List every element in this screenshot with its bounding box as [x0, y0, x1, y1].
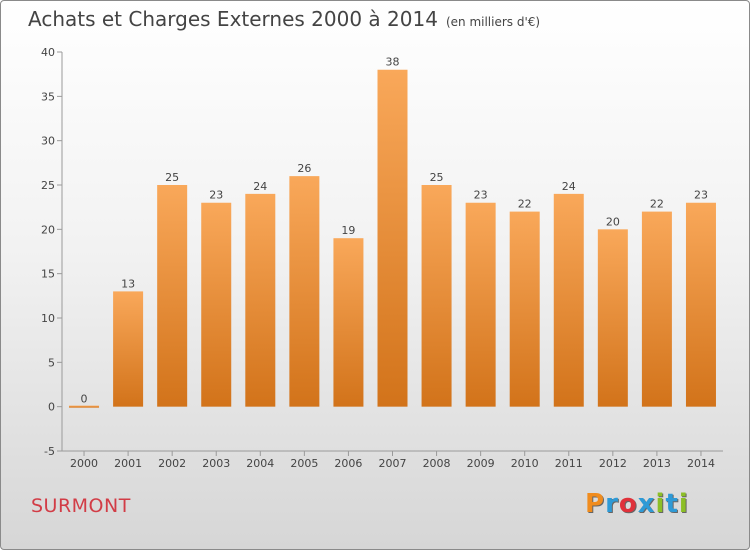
- data-label-2011: 24: [562, 180, 576, 193]
- x-tick-label-2005: 2005: [290, 457, 318, 470]
- data-label-2002: 25: [165, 171, 179, 184]
- data-label-2012: 20: [606, 215, 620, 228]
- town-name: SURMONT: [31, 495, 131, 517]
- data-label-2004: 24: [253, 180, 267, 193]
- data-label-2013: 22: [650, 198, 664, 211]
- x-tick-label-2007: 2007: [379, 457, 407, 470]
- x-tick-label-2014: 2014: [687, 457, 715, 470]
- logo-letter: o: [618, 489, 638, 519]
- bar-2002: [157, 185, 188, 407]
- x-tick-label-2012: 2012: [599, 457, 627, 470]
- bar-2010: [509, 211, 540, 407]
- bar-2011: [553, 193, 584, 407]
- data-label-2006: 19: [341, 224, 355, 237]
- proxiti-logo: Proxiti: [585, 489, 689, 519]
- logo-letter: i: [655, 489, 666, 519]
- logo-letter: i: [678, 489, 689, 519]
- y-tick-label: 40: [41, 46, 55, 59]
- data-label-2003: 23: [209, 189, 223, 202]
- bar-2007: [377, 69, 408, 407]
- bar-2014: [685, 202, 716, 407]
- x-tick-label-2010: 2010: [511, 457, 539, 470]
- data-label-2005: 26: [297, 162, 311, 175]
- bar-2005: [289, 176, 320, 407]
- x-tick-label-2008: 2008: [423, 457, 451, 470]
- data-label-2010: 22: [518, 198, 532, 211]
- y-tick-label: 5: [48, 356, 55, 369]
- chart-title-text: Achats et Charges Externes 2000 à 2014: [28, 7, 438, 31]
- y-tick-label: 10: [41, 312, 55, 325]
- y-tick-label: 20: [41, 223, 55, 236]
- x-tick-label-2000: 2000: [70, 457, 98, 470]
- chart-subtitle: (en milliers d'€): [445, 15, 541, 29]
- logo-letter: t: [665, 489, 679, 519]
- y-tick-label: 0: [48, 401, 55, 414]
- axes: -5 0 5 10 15 20 25 30 35 40 2000 2001 2002 2003 2004 20…: [41, 46, 723, 470]
- x-tick-label-2013: 2013: [643, 457, 671, 470]
- data-label-2014: 23: [694, 189, 708, 202]
- x-tick-label-2002: 2002: [158, 457, 186, 470]
- data-label-2009: 23: [474, 189, 488, 202]
- y-tick-label: 15: [41, 268, 55, 281]
- data-label-2001: 13: [121, 277, 135, 290]
- y-tick-label: -5: [44, 445, 55, 458]
- y-tick-label: 30: [41, 135, 55, 148]
- x-tick-label-2006: 2006: [334, 457, 362, 470]
- bar-2001: [113, 291, 144, 407]
- logo-letter: r: [605, 489, 619, 519]
- bar-2013: [641, 211, 672, 407]
- bar-2006: [333, 238, 364, 407]
- bar-2008: [421, 185, 452, 407]
- data-labels: 0 13 25 23 24 26 19 38 25 23 22 24 20 22 23: [81, 56, 708, 406]
- bar-2000: [69, 405, 100, 408]
- x-tick-label-2003: 2003: [202, 457, 230, 470]
- x-tick-label-2001: 2001: [114, 457, 142, 470]
- logo-letter: x: [637, 489, 656, 519]
- y-tick-label: 35: [41, 90, 55, 103]
- x-tick-label-2004: 2004: [246, 457, 274, 470]
- bar-2012: [597, 229, 628, 407]
- bars: [69, 69, 716, 408]
- y-tick-label: 25: [41, 179, 55, 192]
- data-label-2008: 25: [430, 171, 444, 184]
- bar-2003: [201, 202, 232, 407]
- bar-2004: [245, 193, 276, 407]
- logo-letter: P: [585, 489, 606, 519]
- data-label-2000: 0: [81, 393, 88, 406]
- data-label-2007: 38: [386, 56, 400, 69]
- bar-2009: [465, 202, 496, 407]
- x-tick-label-2011: 2011: [555, 457, 583, 470]
- x-tick-label-2009: 2009: [467, 457, 495, 470]
- chart-title: Achats et Charges Externes 2000 à 2014 (e…: [28, 7, 540, 31]
